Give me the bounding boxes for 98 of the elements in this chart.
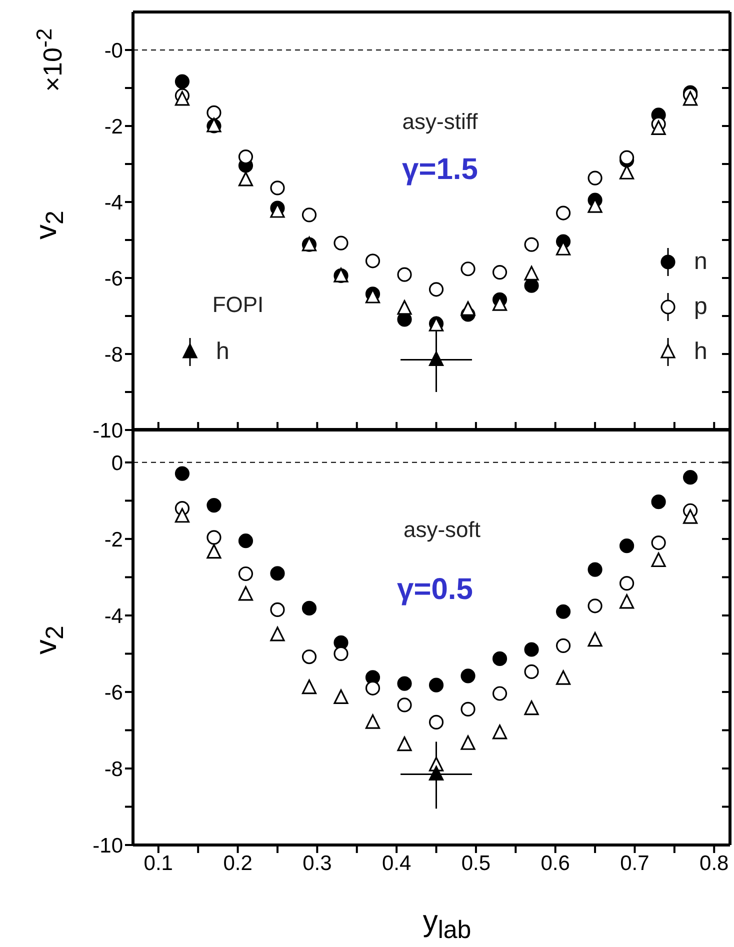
point — [588, 632, 602, 647]
point — [492, 651, 508, 666]
point — [206, 105, 222, 120]
legend-label: h — [694, 338, 708, 366]
point — [365, 254, 380, 268]
point — [588, 170, 602, 186]
point — [651, 535, 666, 550]
point — [492, 686, 508, 701]
x-axis-title: y$_{lab}$ — [422, 905, 472, 945]
point — [428, 766, 444, 781]
point — [619, 538, 634, 554]
point — [270, 566, 285, 581]
x-tick-label: 0.2 — [223, 852, 252, 875]
point — [619, 594, 634, 609]
point — [174, 74, 190, 89]
annotation: asy-soft — [403, 517, 481, 543]
point — [460, 668, 476, 684]
point — [238, 172, 254, 186]
point — [270, 602, 285, 618]
y-tick-label: -0 — [104, 39, 123, 62]
point — [683, 91, 698, 106]
point — [397, 698, 412, 712]
legend-label: n — [694, 248, 708, 276]
point — [174, 466, 190, 481]
y-tick-label: -10 — [92, 419, 123, 442]
point — [524, 700, 539, 716]
annotation: FOPI — [212, 292, 264, 318]
y-tick-label: -6 — [104, 267, 123, 290]
point — [238, 149, 254, 164]
x-tick-label: 0.6 — [540, 852, 570, 875]
annotation: γ=0.5 — [397, 573, 473, 607]
point — [492, 724, 508, 740]
point — [524, 642, 539, 657]
point — [460, 735, 476, 750]
x-tick-label: 0.3 — [302, 852, 332, 875]
point — [334, 689, 348, 704]
x-tick-label: 0.8 — [700, 852, 729, 875]
point — [428, 678, 444, 692]
point — [588, 562, 602, 577]
point — [174, 508, 190, 523]
point — [397, 267, 412, 282]
point — [174, 91, 190, 106]
y-tick-label: -4 — [104, 191, 124, 214]
y-tick-label: -8 — [104, 758, 123, 781]
point — [397, 676, 412, 691]
point — [556, 206, 571, 220]
point — [334, 236, 348, 250]
point — [460, 301, 476, 316]
point — [683, 470, 698, 485]
point — [556, 670, 571, 685]
point — [238, 586, 254, 601]
y-tick-label: -4 — [104, 604, 124, 628]
point — [302, 600, 317, 616]
point — [206, 530, 222, 545]
point — [428, 714, 444, 730]
x-tick-label: 0.7 — [620, 852, 650, 875]
point — [651, 494, 666, 510]
point — [524, 237, 539, 252]
point — [588, 598, 602, 614]
point — [460, 262, 476, 276]
point — [365, 714, 380, 729]
annotation: asy-stiff — [402, 109, 478, 135]
x-tick-label: 0.5 — [461, 852, 491, 875]
point — [302, 208, 317, 222]
point — [556, 604, 571, 619]
point — [651, 552, 666, 568]
point — [270, 626, 285, 642]
point — [238, 534, 254, 548]
point — [238, 566, 254, 582]
point — [651, 120, 666, 135]
y-tick-label: -10 — [92, 834, 123, 858]
y-tick-label: -6 — [104, 681, 123, 704]
point — [302, 679, 317, 694]
point — [683, 509, 698, 524]
legend-label: p — [694, 293, 708, 321]
point — [556, 638, 571, 653]
point — [206, 544, 222, 559]
point — [206, 498, 222, 513]
y-tick-label: 0 — [111, 452, 123, 475]
annotation: γ=1.5 — [402, 153, 478, 187]
legend-label: h — [216, 338, 230, 366]
x-tick-label: 0.1 — [144, 852, 174, 875]
point — [270, 180, 285, 196]
y-tick-label: -2 — [104, 528, 123, 552]
point — [428, 351, 444, 366]
point — [460, 702, 476, 716]
x-tick-label: 0.4 — [382, 852, 412, 875]
point — [397, 300, 412, 315]
y-tick-label: -2 — [104, 115, 123, 138]
point — [302, 649, 317, 664]
point — [334, 646, 348, 662]
y-tick-label: -8 — [104, 343, 123, 366]
point — [428, 282, 444, 297]
point — [365, 680, 380, 696]
point — [492, 265, 508, 280]
point — [397, 736, 412, 752]
point — [619, 576, 634, 591]
point — [524, 664, 539, 679]
